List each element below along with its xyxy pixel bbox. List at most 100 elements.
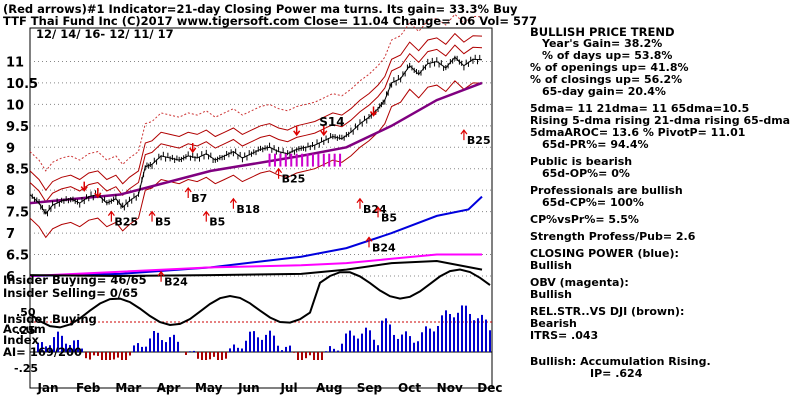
pr-value: 65d-PR%= 94.4% xyxy=(542,138,649,151)
plot-frame xyxy=(29,27,493,389)
y-tick-label: 10.5 xyxy=(6,77,38,92)
closing-power-status: Bullish xyxy=(530,259,572,272)
relstr-status: Bearish xyxy=(530,317,577,330)
op-value: 65d-OP%= 0% xyxy=(542,167,630,180)
years-gain: Year's Gain= 38.2% xyxy=(542,37,663,50)
lower-y-tick: .25 xyxy=(16,324,36,337)
axis-ticks: 11 10.5 10 9.5 9 8.5 8 7.5 7 6.5 6 Jan Feb Mar Apr May J… xyxy=(6,55,503,395)
accumulation-status: Bullish: Accumulation Rising. xyxy=(530,355,711,368)
y-tick-label: 9.5 xyxy=(6,120,29,135)
lower-label: Insider Buying= 46/65 xyxy=(3,273,147,287)
cp-vs-pr: CP%vsPr%= 5.5% xyxy=(530,213,639,226)
buy-arrow-icon xyxy=(374,206,382,218)
buy-signal-label: B7 xyxy=(191,192,207,205)
buy-arrow-icon xyxy=(365,236,373,248)
buy-signal-label: B5 xyxy=(381,211,397,224)
lower-y-tick: -.25 xyxy=(14,362,38,375)
buy-signal-label: B25 xyxy=(467,134,491,147)
buy-signal-label: B5 xyxy=(155,216,171,229)
y-tick-label: 8.5 xyxy=(6,163,29,178)
relstr-label: REL.STR..VS DJI (brown): xyxy=(530,305,685,318)
x-tick-label: Aug xyxy=(316,381,342,395)
sell-arrow-icon xyxy=(189,142,197,154)
sell-arrow-icon xyxy=(293,125,301,137)
y-tick-label: 8 xyxy=(6,184,15,199)
x-tick-label: Feb xyxy=(76,381,101,395)
buy-arrow-icon xyxy=(157,270,165,282)
buy-signal-label: B18 xyxy=(236,203,260,216)
lower-label: Insider Buying xyxy=(3,312,97,326)
x-tick-label: Dec xyxy=(477,381,502,395)
y-tick-label: 9 xyxy=(6,141,15,156)
x-tick-label: Sep xyxy=(357,381,383,395)
y-tick-label: 10 xyxy=(6,98,24,113)
series-line xyxy=(29,81,483,205)
lower-label: Accum xyxy=(3,322,46,336)
closing-power-label: CLOSING POWER (blue): xyxy=(530,247,679,260)
openings-up: % of openings up= 41.8% xyxy=(530,61,689,74)
buy-arrow-icon xyxy=(229,197,237,209)
chart-title-line1: (Red arrows)#1 Indicator=21-day Closing … xyxy=(3,2,518,16)
chart-title-line2: TTF Thai Fund Inc (C)2017 www.tigersoft.… xyxy=(3,14,537,28)
buy-signal-label: B25 xyxy=(282,173,306,186)
y-tick-label: 11 xyxy=(6,55,24,70)
y-tick-label: 6.5 xyxy=(6,249,29,264)
sell-signal-label: S14 xyxy=(319,115,344,129)
strength: Strength Profess/Pub= 2.6 xyxy=(530,230,696,243)
buy-arrow-icon xyxy=(202,210,210,222)
public-status: Public is bearish xyxy=(530,155,633,168)
buy-signal-label: B5 xyxy=(209,216,225,229)
lower-label: Index xyxy=(3,333,39,347)
series-line xyxy=(29,253,482,277)
itrs-value: ITRS= .043 xyxy=(530,329,599,342)
sell-arrow-icon xyxy=(369,106,378,117)
close-line xyxy=(29,56,483,215)
sell-arrow-icon xyxy=(320,125,328,137)
days-up: % of days up= 53.8% xyxy=(542,49,673,62)
price-plot xyxy=(29,13,483,278)
x-tick-label: Jul xyxy=(279,381,297,395)
x-tick-label: Jun xyxy=(237,381,260,395)
stats-panel: BULLISH PRICE TREND Year's Gain= 38.2% %… xyxy=(530,26,798,380)
buy-signal-label: B24 xyxy=(164,276,188,289)
aroc-value: 5dmaAROC= 13.6 % PivotP= 11.01 xyxy=(530,126,746,139)
y-tick-label: 6 xyxy=(6,270,15,285)
x-tick-label: Mar xyxy=(115,381,141,395)
x-tick-label: May xyxy=(195,381,223,395)
chart-grid xyxy=(29,27,493,389)
gain-65: 65-day gain= 20.4% xyxy=(542,85,666,98)
closings-up: % of closings up= 56.2% xyxy=(530,73,683,86)
series-line xyxy=(29,259,483,278)
buy-signal-label: B24 xyxy=(363,203,387,216)
buy-arrow-icon xyxy=(184,187,192,199)
dma-values: 5dma= 11 21dma= 11 65dma=10.5 xyxy=(530,102,750,115)
cp-value: 65d-CP%= 100% xyxy=(542,196,644,209)
lower-band xyxy=(29,80,483,239)
professionals-status: Professionals are bullish xyxy=(530,184,683,197)
x-tick-label: Jan xyxy=(36,381,58,395)
chart-date-range: 12/ 14/ 16- 12/ 11/ 17 xyxy=(36,27,174,41)
lower-y-tick: .50 xyxy=(16,306,36,319)
obv-label: OBV (magenta): xyxy=(530,276,629,289)
buy-arrow-icon xyxy=(460,129,468,141)
accum-line xyxy=(29,268,491,329)
buy-arrow-icon xyxy=(107,210,115,222)
obv-status: Bullish xyxy=(530,288,572,301)
buy-arrow-icon xyxy=(148,210,156,222)
sell-arrow-icon xyxy=(94,188,102,199)
buy-signal-label: B25 xyxy=(114,216,138,229)
x-tick-label: Oct xyxy=(398,381,421,395)
buy-signal-label: B24 xyxy=(372,241,396,254)
y-tick-label: 7 xyxy=(6,227,15,242)
series-line xyxy=(29,195,483,277)
x-tick-label: Nov xyxy=(437,381,463,395)
sell-arrow-icon xyxy=(80,181,88,192)
buy-arrow-icon xyxy=(356,197,364,209)
y-tick-label: 7.5 xyxy=(6,206,29,221)
trend-title: BULLISH PRICE TREND xyxy=(530,25,675,39)
upper-band xyxy=(29,32,483,192)
lower-label: AI= 169/200 xyxy=(3,345,82,359)
